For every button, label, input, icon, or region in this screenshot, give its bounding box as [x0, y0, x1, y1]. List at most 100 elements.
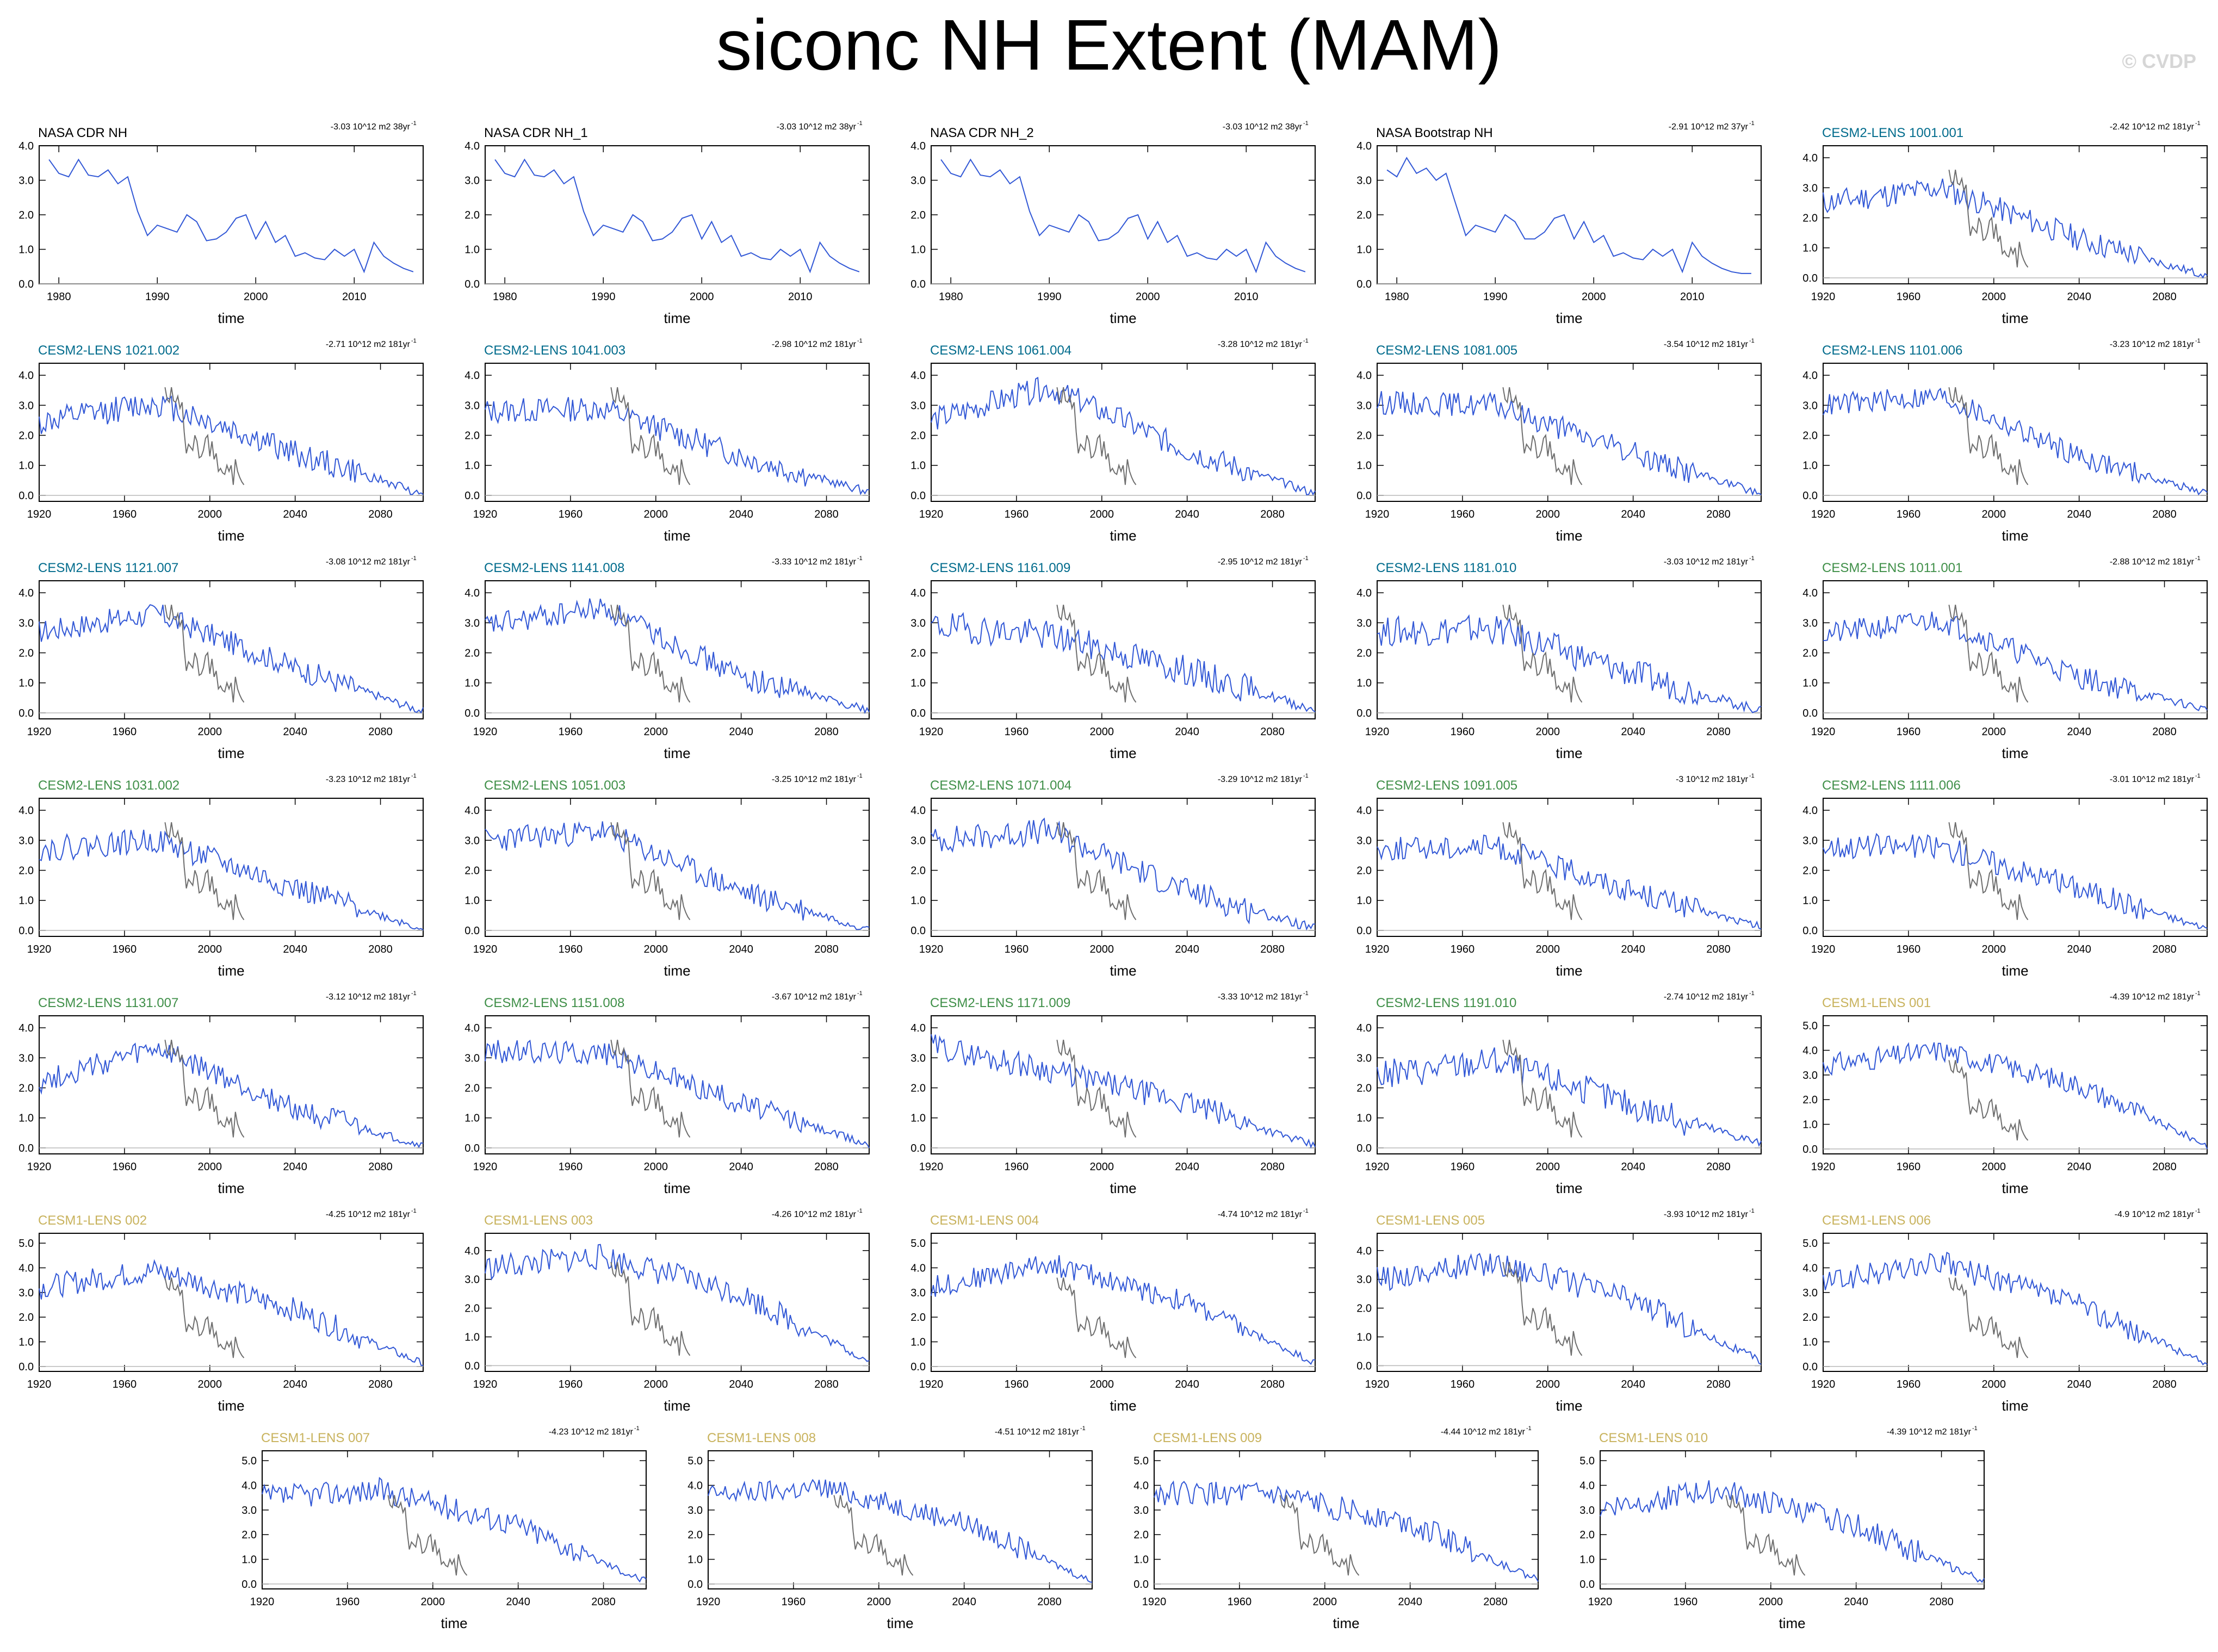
series-line	[39, 395, 424, 495]
panel-frame	[1823, 363, 2208, 502]
x-tick-label: 1960	[1228, 1596, 1252, 1608]
y-tick-label: 2.0	[18, 865, 34, 877]
observation-overlay-line	[1948, 1277, 2029, 1358]
x-tick-label: 2040	[1175, 1161, 1199, 1173]
y-tick-label: 2.0	[910, 209, 926, 221]
panel-trend: -3.33 10^12 m2 181yr	[772, 557, 857, 567]
y-tick-label: 0.0	[464, 925, 480, 937]
y-tick-label: 2.0	[1356, 430, 1372, 442]
chart-panel: CESM1-LENS 006 -4.9 10^12 m2 181yr -1 0.0 1.…	[1802, 1208, 2208, 1414]
panel-trend-exponent: -1	[1080, 1425, 1086, 1432]
y-tick-label: 0.0	[1356, 925, 1372, 937]
observation-overlay-line	[1948, 387, 2029, 486]
x-tick-label: 2040	[1621, 1378, 1645, 1390]
x-tick-label: 2000	[644, 943, 668, 955]
chart-panel: CESM1-LENS 001 -4.39 10^12 m2 181yr -1 0.0 1…	[1802, 990, 2208, 1196]
y-tick-label: 4.0	[1356, 140, 1372, 152]
y-tick-label: 0.0	[18, 490, 34, 502]
y-tick-label: 4.0	[18, 805, 34, 817]
observation-overlay-line	[1279, 1495, 1360, 1576]
panel-trend: -3.12 10^12 m2 181yr	[326, 992, 411, 1002]
x-tick-label: 2000	[1090, 1378, 1114, 1390]
x-tick-label: 1920	[1811, 1378, 1836, 1390]
panel-trend: -4.9 10^12 m2 181yr	[2115, 1210, 2195, 1219]
panel-frame	[1600, 1450, 1985, 1589]
x-tick-label: 2010	[788, 291, 813, 303]
x-tick-label: 2000	[690, 291, 714, 303]
x-tick-label: 1920	[1811, 943, 1836, 955]
x-tick-label: 2000	[1582, 291, 1606, 303]
y-tick-label: 4.0	[464, 140, 480, 152]
panel-trend: -4.51 10^12 m2 181yr	[995, 1427, 1080, 1437]
observation-overlay-line	[1725, 1495, 1806, 1576]
panel-title: CESM1-LENS 006	[1822, 1213, 1931, 1228]
panel-trend-exponent: -1	[1749, 773, 1755, 779]
y-tick-label: 3.0	[910, 1052, 926, 1064]
panel-trend-exponent: -1	[857, 555, 863, 562]
y-tick-label: 1.0	[910, 460, 926, 472]
y-tick-label: 4.0	[1133, 1480, 1149, 1492]
y-tick-label: 2.0	[910, 648, 926, 660]
chart-panel: CESM2-LENS 1181.010 -3.03 10^12 m2 181yr -…	[1356, 555, 1762, 761]
x-tick-label: 2040	[729, 508, 753, 520]
chart-panel: NASA Bootstrap NH -2.91 10^12 m2 37yr -1 0.…	[1356, 120, 1762, 326]
x-tick-label: 2080	[1260, 726, 1285, 738]
x-axis-label: time	[664, 310, 690, 326]
panel-title: CESM1-LENS 003	[484, 1213, 593, 1228]
panel-trend: -2.91 10^12 m2 37yr	[1669, 122, 1749, 132]
x-tick-label: 1920	[919, 726, 944, 738]
y-tick-label: 3.0	[1802, 1287, 1818, 1299]
x-axis-label: time	[1110, 1180, 1136, 1196]
series-line	[39, 829, 424, 931]
panel-frame	[931, 1015, 1316, 1154]
panel-frame	[1377, 1015, 1762, 1154]
y-tick-label: 5.0	[18, 1238, 34, 1250]
x-tick-label: 2000	[644, 1378, 668, 1390]
observation-overlay-line	[387, 1495, 468, 1576]
x-tick-label: 2040	[2067, 291, 2091, 303]
panel-trend-exponent: -1	[2195, 120, 2201, 127]
x-tick-label: 1920	[919, 508, 944, 520]
series-line	[1154, 1480, 1539, 1582]
x-tick-label: 1980	[47, 291, 71, 303]
y-tick-label: 4.0	[910, 805, 926, 817]
y-tick-label: 2.0	[910, 430, 926, 442]
x-tick-label: 2000	[198, 943, 222, 955]
x-tick-label: 2040	[1175, 943, 1199, 955]
y-tick-label: 3.0	[464, 1274, 480, 1286]
panel-frame	[485, 145, 870, 284]
x-tick-label: 2080	[1260, 1161, 1285, 1173]
x-tick-label: 2010	[1680, 291, 1705, 303]
y-tick-label: 4.0	[1802, 370, 1818, 382]
panel-trend-exponent: -1	[2195, 990, 2201, 997]
panel-frame	[708, 1450, 1093, 1589]
panel-trend-exponent: -1	[1303, 1208, 1309, 1214]
x-axis-label: time	[1556, 745, 1582, 761]
y-tick-label: 3.0	[18, 835, 34, 847]
y-tick-label: 4.0	[18, 587, 34, 599]
y-tick-label: 0.0	[1802, 490, 1818, 502]
panel-trend: -2.42 10^12 m2 181yr	[2110, 122, 2195, 132]
panel-frame	[1377, 580, 1762, 719]
series-line	[485, 1039, 870, 1148]
x-tick-label: 2000	[1982, 726, 2006, 738]
x-axis-label: time	[664, 745, 690, 761]
panel-trend: -4.39 10^12 m2 181yr	[2110, 992, 2195, 1002]
panel-frame	[39, 1233, 424, 1372]
x-tick-label: 2000	[1090, 1161, 1114, 1173]
observation-overlay-line	[610, 1262, 691, 1356]
y-tick-label: 2.0	[687, 1529, 703, 1541]
panel-title: CESM1-LENS 005	[1376, 1213, 1485, 1228]
panel-frame	[1377, 798, 1762, 937]
x-axis-label: time	[218, 745, 244, 761]
observation-overlay-line	[1056, 605, 1137, 703]
panel-trend: -2.74 10^12 m2 181yr	[1664, 992, 1749, 1002]
x-tick-label: 1920	[696, 1596, 721, 1608]
panel-trend: -3.28 10^12 m2 181yr	[1218, 340, 1303, 349]
chart-panel: CESM2-LENS 1151.008 -3.67 10^12 m2 181yr -…	[464, 990, 870, 1196]
panel-title: CESM2-LENS 1131.007	[38, 996, 178, 1010]
x-axis-label: time	[887, 1615, 913, 1631]
chart-panel: CESM2-LENS 1051.003 -3.25 10^12 m2 181yr -…	[464, 773, 870, 979]
panel-trend: -3.93 10^12 m2 181yr	[1664, 1210, 1749, 1219]
x-tick-label: 1920	[1811, 1161, 1836, 1173]
